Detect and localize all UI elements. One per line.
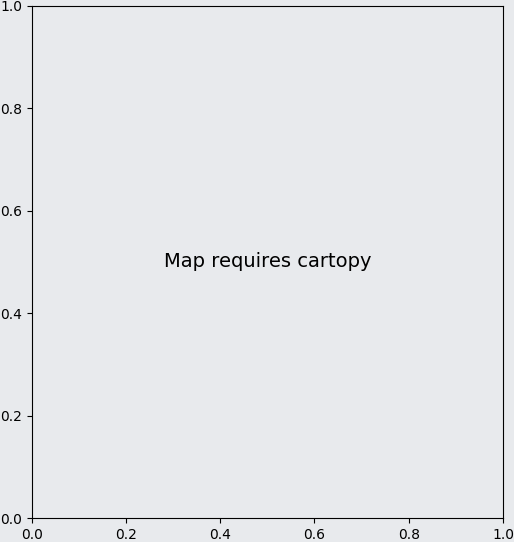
Text: Map requires cartopy: Map requires cartopy [163, 253, 371, 272]
